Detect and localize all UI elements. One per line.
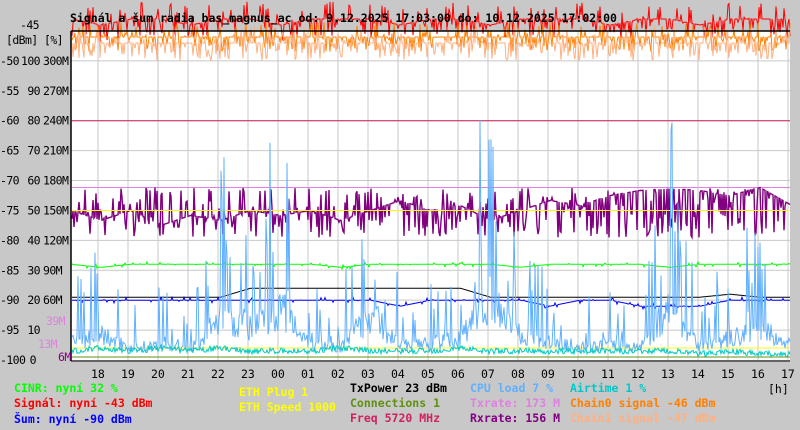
dbm-tick-label: -85 <box>0 263 19 277</box>
legend-signal: Signál: nyní -43 dBm <box>14 396 153 410</box>
x-tick-label: 00 <box>271 367 285 381</box>
legend-rxrate: Rxrate: 156 M <box>470 411 561 425</box>
dbm-tick-label: -90 <box>0 293 20 307</box>
percent-tick-label: 70 <box>27 144 40 158</box>
x-tick-label: 20 <box>151 367 165 381</box>
dbm-tick-label: -50 <box>0 54 20 68</box>
rate-extra-tick-label: 39M <box>46 314 66 328</box>
legend-cpu: CPU load 7 % <box>470 381 554 395</box>
percent-tick-label: 80 <box>27 114 40 128</box>
x-tick-label: 15 <box>721 367 735 381</box>
percent-tick-label: 40 <box>27 233 40 247</box>
series-layer <box>71 1 791 358</box>
x-tick-label: 02 <box>331 367 345 381</box>
legend-chain0: Chain0 signal -46 dBm <box>570 396 716 410</box>
rate-tick-label: 240M <box>43 114 69 128</box>
series-signal <box>71 1 791 42</box>
x-axis-unit: [h] <box>768 382 789 396</box>
rate-extra-tick-label: 13M <box>38 337 58 351</box>
x-tick-label: 07 <box>481 367 495 381</box>
x-tick-label: 01 <box>301 367 315 381</box>
x-tick-label: 18 <box>91 367 105 381</box>
x-tick-label: 22 <box>211 367 225 381</box>
dbm-axis-label: [dBm] <box>6 33 38 47</box>
dbm-tick-label: -80 <box>0 233 20 247</box>
x-tick-label: 09 <box>541 367 555 381</box>
rate-tick-label: 300M <box>43 54 69 68</box>
x-tick-label: 11 <box>601 367 615 381</box>
x-tick-label: 13 <box>661 367 675 381</box>
x-tick-label: 03 <box>361 367 375 381</box>
legend-cinr: CINR: nyní 32 % <box>14 381 118 395</box>
dbm-tick-label: -60 <box>0 114 20 128</box>
x-tick-label: 06 <box>451 367 465 381</box>
x-tick-label: 14 <box>691 367 705 381</box>
percent-tick-label: 100 <box>21 54 41 68</box>
dbm-tick-label: -100 <box>0 353 26 367</box>
rate-extra-tick-label: 6M <box>58 350 71 364</box>
x-tick-labels: 18 19 20 21 22 23 00 01 02 03 04 05 06 07 08 09 10 11 12 13… <box>91 367 795 381</box>
percent-tick-label: 0 <box>30 353 37 367</box>
rate-tick-label: 150M <box>43 203 69 217</box>
legend-noise: Šum: nyní -90 dBm <box>14 412 132 426</box>
dbm-tick-label: -95 <box>0 323 19 337</box>
x-tick-label: 04 <box>391 367 405 381</box>
series-chain1 <box>71 25 791 62</box>
rate-tick-label: 90M <box>43 263 63 277</box>
percent-tick-label: 10 <box>27 323 40 337</box>
x-tick-label: 08 <box>511 367 525 381</box>
series-cpu <box>71 119 791 355</box>
rate-tick-label: 60M <box>43 293 63 307</box>
legend-eth-speed: ETH Speed 1000 <box>239 400 336 414</box>
x-tick-label: 19 <box>121 367 135 381</box>
x-tick-label: 05 <box>421 367 435 381</box>
x-tick-label: 12 <box>631 367 645 381</box>
x-tick-label: 21 <box>181 367 195 381</box>
rate-tick-label: 270M <box>43 84 69 98</box>
percent-tick-label: 20 <box>27 293 40 307</box>
x-tick-label: 17 <box>781 367 795 381</box>
dbm-tick-label: -65 <box>0 144 19 158</box>
rate-tick-label: 180M <box>43 174 69 188</box>
dbm-tick-label: -75 <box>0 203 19 217</box>
series-airtime <box>71 343 791 358</box>
x-tick-label: 16 <box>751 367 765 381</box>
chart-title: Signál a šum radia bas_magnus_ac od: 9.1… <box>70 11 617 26</box>
legend-txrate: Txrate: 173 M <box>470 396 561 410</box>
percent-tick-label: 90 <box>27 84 40 98</box>
rate-tick-label: 120M <box>43 233 69 247</box>
legend-airtime: Airtime 1 % <box>570 381 647 395</box>
rate-tick-label: 210M <box>43 144 69 158</box>
y-tick-labels: -45-50 100 300M-55 90 270M-60 80 240M-65 70 210M… <box>0 18 72 367</box>
dbm-tick-label: -70 <box>0 174 20 188</box>
percent-tick-label: 50 <box>27 203 40 217</box>
legend-chain1: Chain1 signal -47 dBm <box>570 411 716 425</box>
percent-axis-label: [%] <box>44 33 63 47</box>
legend-eth-plug: ETH Plug 1 <box>239 385 309 399</box>
x-tick-label: 10 <box>571 367 585 381</box>
legend-connections: Connections 1 <box>350 396 441 410</box>
dbm-tick-label: -45 <box>20 18 39 32</box>
percent-tick-label: 30 <box>27 263 40 277</box>
legend-freq: Freq 5720 MHz <box>350 411 441 425</box>
legend-txpower: TxPower 23 dBm <box>350 381 447 395</box>
dbm-tick-label: -55 <box>0 84 19 98</box>
x-tick-label: 23 <box>241 367 255 381</box>
percent-tick-label: 60 <box>27 174 40 188</box>
